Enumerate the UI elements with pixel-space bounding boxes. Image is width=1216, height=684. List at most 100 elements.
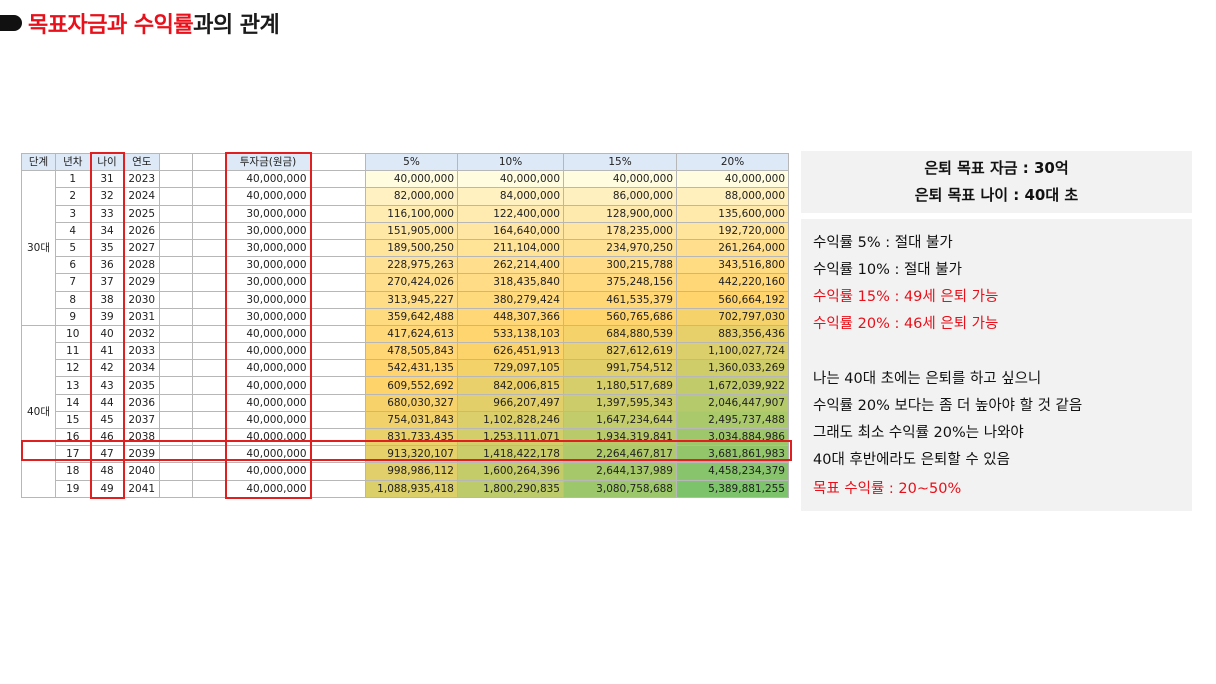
header-stage: 단계 — [21, 152, 56, 172]
cell-invest: 40,000,000 — [224, 427, 312, 447]
cell-r20: 560,664,192 — [676, 290, 789, 309]
cell-blank — [310, 342, 366, 361]
cell-year: 2030 — [123, 290, 160, 309]
cell-age: 49 — [89, 479, 125, 499]
cell-r15: 461,535,379 — [563, 290, 677, 309]
cell-blank — [159, 462, 193, 481]
cell-blank — [310, 427, 366, 447]
cell-blank — [192, 324, 226, 344]
cell-invest: 30,000,000 — [224, 238, 312, 258]
cell-blank — [310, 376, 366, 395]
table-row: 9 39 2031 30,000,000 359,642,488 448,307,366 5… — [22, 307, 789, 326]
cell-r20: 442,220,160 — [676, 273, 789, 292]
cell-r5: 359,642,488 — [365, 307, 458, 326]
cell-r5: 270,424,026 — [365, 273, 458, 292]
table-header-row: 단계 년차 나이 연도 투자금(원금) 5% 10% 15% 20% — [21, 152, 789, 172]
header-year: 연도 — [123, 152, 160, 172]
table-row: 30대 1 31 2023 40,000,000 40,000,000 40,000,000… — [21, 170, 789, 326]
cell-r15: 375,248,156 — [563, 273, 677, 292]
cell-r20: 2,495,737,488 — [676, 410, 789, 430]
cell-blank — [310, 238, 366, 258]
cell-blank — [159, 221, 193, 240]
cell-year-no: 18 — [55, 462, 91, 481]
cell-r15: 300,215,788 — [563, 256, 677, 275]
cell-r20: 343,516,800 — [676, 256, 789, 275]
table-row: 16 46 2038 40,000,000 831,733,435 1,253,111,0… — [22, 427, 789, 447]
table-row: 11 41 2033 40,000,000 478,505,843 626,451,913… — [22, 342, 789, 361]
cell-r20: 1,360,033,269 — [676, 359, 789, 378]
cell-year: 2035 — [123, 376, 160, 395]
cell-r5: 313,945,227 — [365, 290, 458, 309]
cell-blank — [192, 256, 226, 275]
cell-year-no: 13 — [55, 376, 91, 395]
cell-blank — [310, 170, 366, 189]
cell-blank — [192, 410, 226, 430]
cell-r20: 883,356,436 — [676, 324, 789, 344]
cell-blank — [159, 187, 193, 206]
cell-age: 35 — [89, 238, 125, 258]
cell-r20: 2,046,447,907 — [676, 393, 789, 412]
cell-blank — [310, 290, 366, 309]
cell-r20: 192,720,000 — [676, 221, 789, 240]
slide-title-bar: 목표자금과 수익률과의 관계 — [0, 6, 280, 40]
cell-r10: 380,279,424 — [457, 290, 564, 309]
cell-invest: 30,000,000 — [224, 290, 312, 309]
cell-invest: 40,000,000 — [224, 359, 312, 378]
cell-invest: 30,000,000 — [224, 204, 312, 223]
cell-blank — [192, 445, 226, 464]
cell-blank — [159, 307, 193, 326]
analysis-line: 나는 40대 초에는 은퇴를 하고 싶으니 — [813, 371, 1042, 387]
cell-r5: 609,552,692 — [365, 376, 458, 395]
cell-invest: 40,000,000 — [224, 187, 312, 206]
cell-r10: 211,104,000 — [457, 238, 564, 258]
cell-blank — [159, 376, 193, 395]
cell-blank — [192, 359, 226, 378]
cell-blank — [192, 187, 226, 206]
cell-r5: 478,505,843 — [365, 342, 458, 361]
cell-age: 37 — [89, 273, 125, 292]
cell-blank — [159, 410, 193, 430]
cell-age: 31 — [89, 170, 125, 189]
cell-r5: 228,975,263 — [365, 256, 458, 275]
cell-age: 41 — [89, 342, 125, 361]
cell-year: 2033 — [123, 342, 160, 361]
cell-year: 2026 — [123, 221, 160, 240]
cell-age: 34 — [89, 221, 125, 240]
cell-r10: 164,640,000 — [457, 221, 564, 240]
table-row: 19 49 2041 40,000,000 1,088,935,418 1,800,290… — [22, 479, 789, 499]
title-part-3: 과의 관계 — [193, 13, 280, 38]
header-rate-5: 5% — [365, 152, 458, 172]
cell-year: 2027 — [123, 238, 160, 258]
cell-blank — [310, 187, 366, 206]
cell-year: 2024 — [123, 187, 160, 206]
cell-blank — [159, 290, 193, 309]
cell-age: 36 — [89, 256, 125, 275]
title-part-1: 목표자금과 — [28, 13, 134, 38]
cell-year-no: 15 — [55, 410, 91, 430]
goal-age: 은퇴 목표 나이 : 40대 초 — [914, 186, 1079, 204]
table-row: 2 32 2024 40,000,000 82,000,000 84,000,000 86,… — [22, 187, 789, 206]
cell-blank — [159, 238, 193, 258]
cell-year-no: 14 — [55, 393, 91, 412]
stage-label: 30대 — [21, 170, 56, 326]
cell-age: 45 — [89, 410, 125, 430]
cell-blank — [159, 256, 193, 275]
cell-year: 2034 — [123, 359, 160, 378]
header-rate-15: 15% — [563, 152, 677, 172]
table-row: 13 43 2035 40,000,000 609,552,692 842,006,815… — [22, 376, 789, 395]
cell-invest: 40,000,000 — [224, 170, 312, 189]
cell-blank — [192, 204, 226, 223]
cell-r15: 1,397,595,343 — [563, 393, 677, 412]
cell-blank — [310, 307, 366, 326]
analysis-line: 수익률 10% : 절대 불가 — [813, 262, 962, 278]
cell-r15: 40,000,000 — [563, 170, 677, 189]
cell-r15: 128,900,000 — [563, 204, 677, 223]
cell-blank — [159, 324, 193, 344]
cell-r20: 261,264,000 — [676, 238, 789, 258]
cell-blank — [159, 445, 193, 464]
cell-r10: 262,214,400 — [457, 256, 564, 275]
table-row: 14 44 2036 40,000,000 680,030,327 966,207,497… — [22, 393, 789, 412]
cell-age: 44 — [89, 393, 125, 412]
cell-r15: 86,000,000 — [563, 187, 677, 206]
cell-r10: 1,418,422,178 — [457, 445, 564, 464]
